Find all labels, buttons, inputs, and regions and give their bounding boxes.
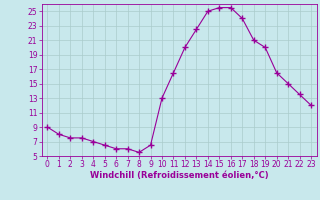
X-axis label: Windchill (Refroidissement éolien,°C): Windchill (Refroidissement éolien,°C) (90, 171, 268, 180)
